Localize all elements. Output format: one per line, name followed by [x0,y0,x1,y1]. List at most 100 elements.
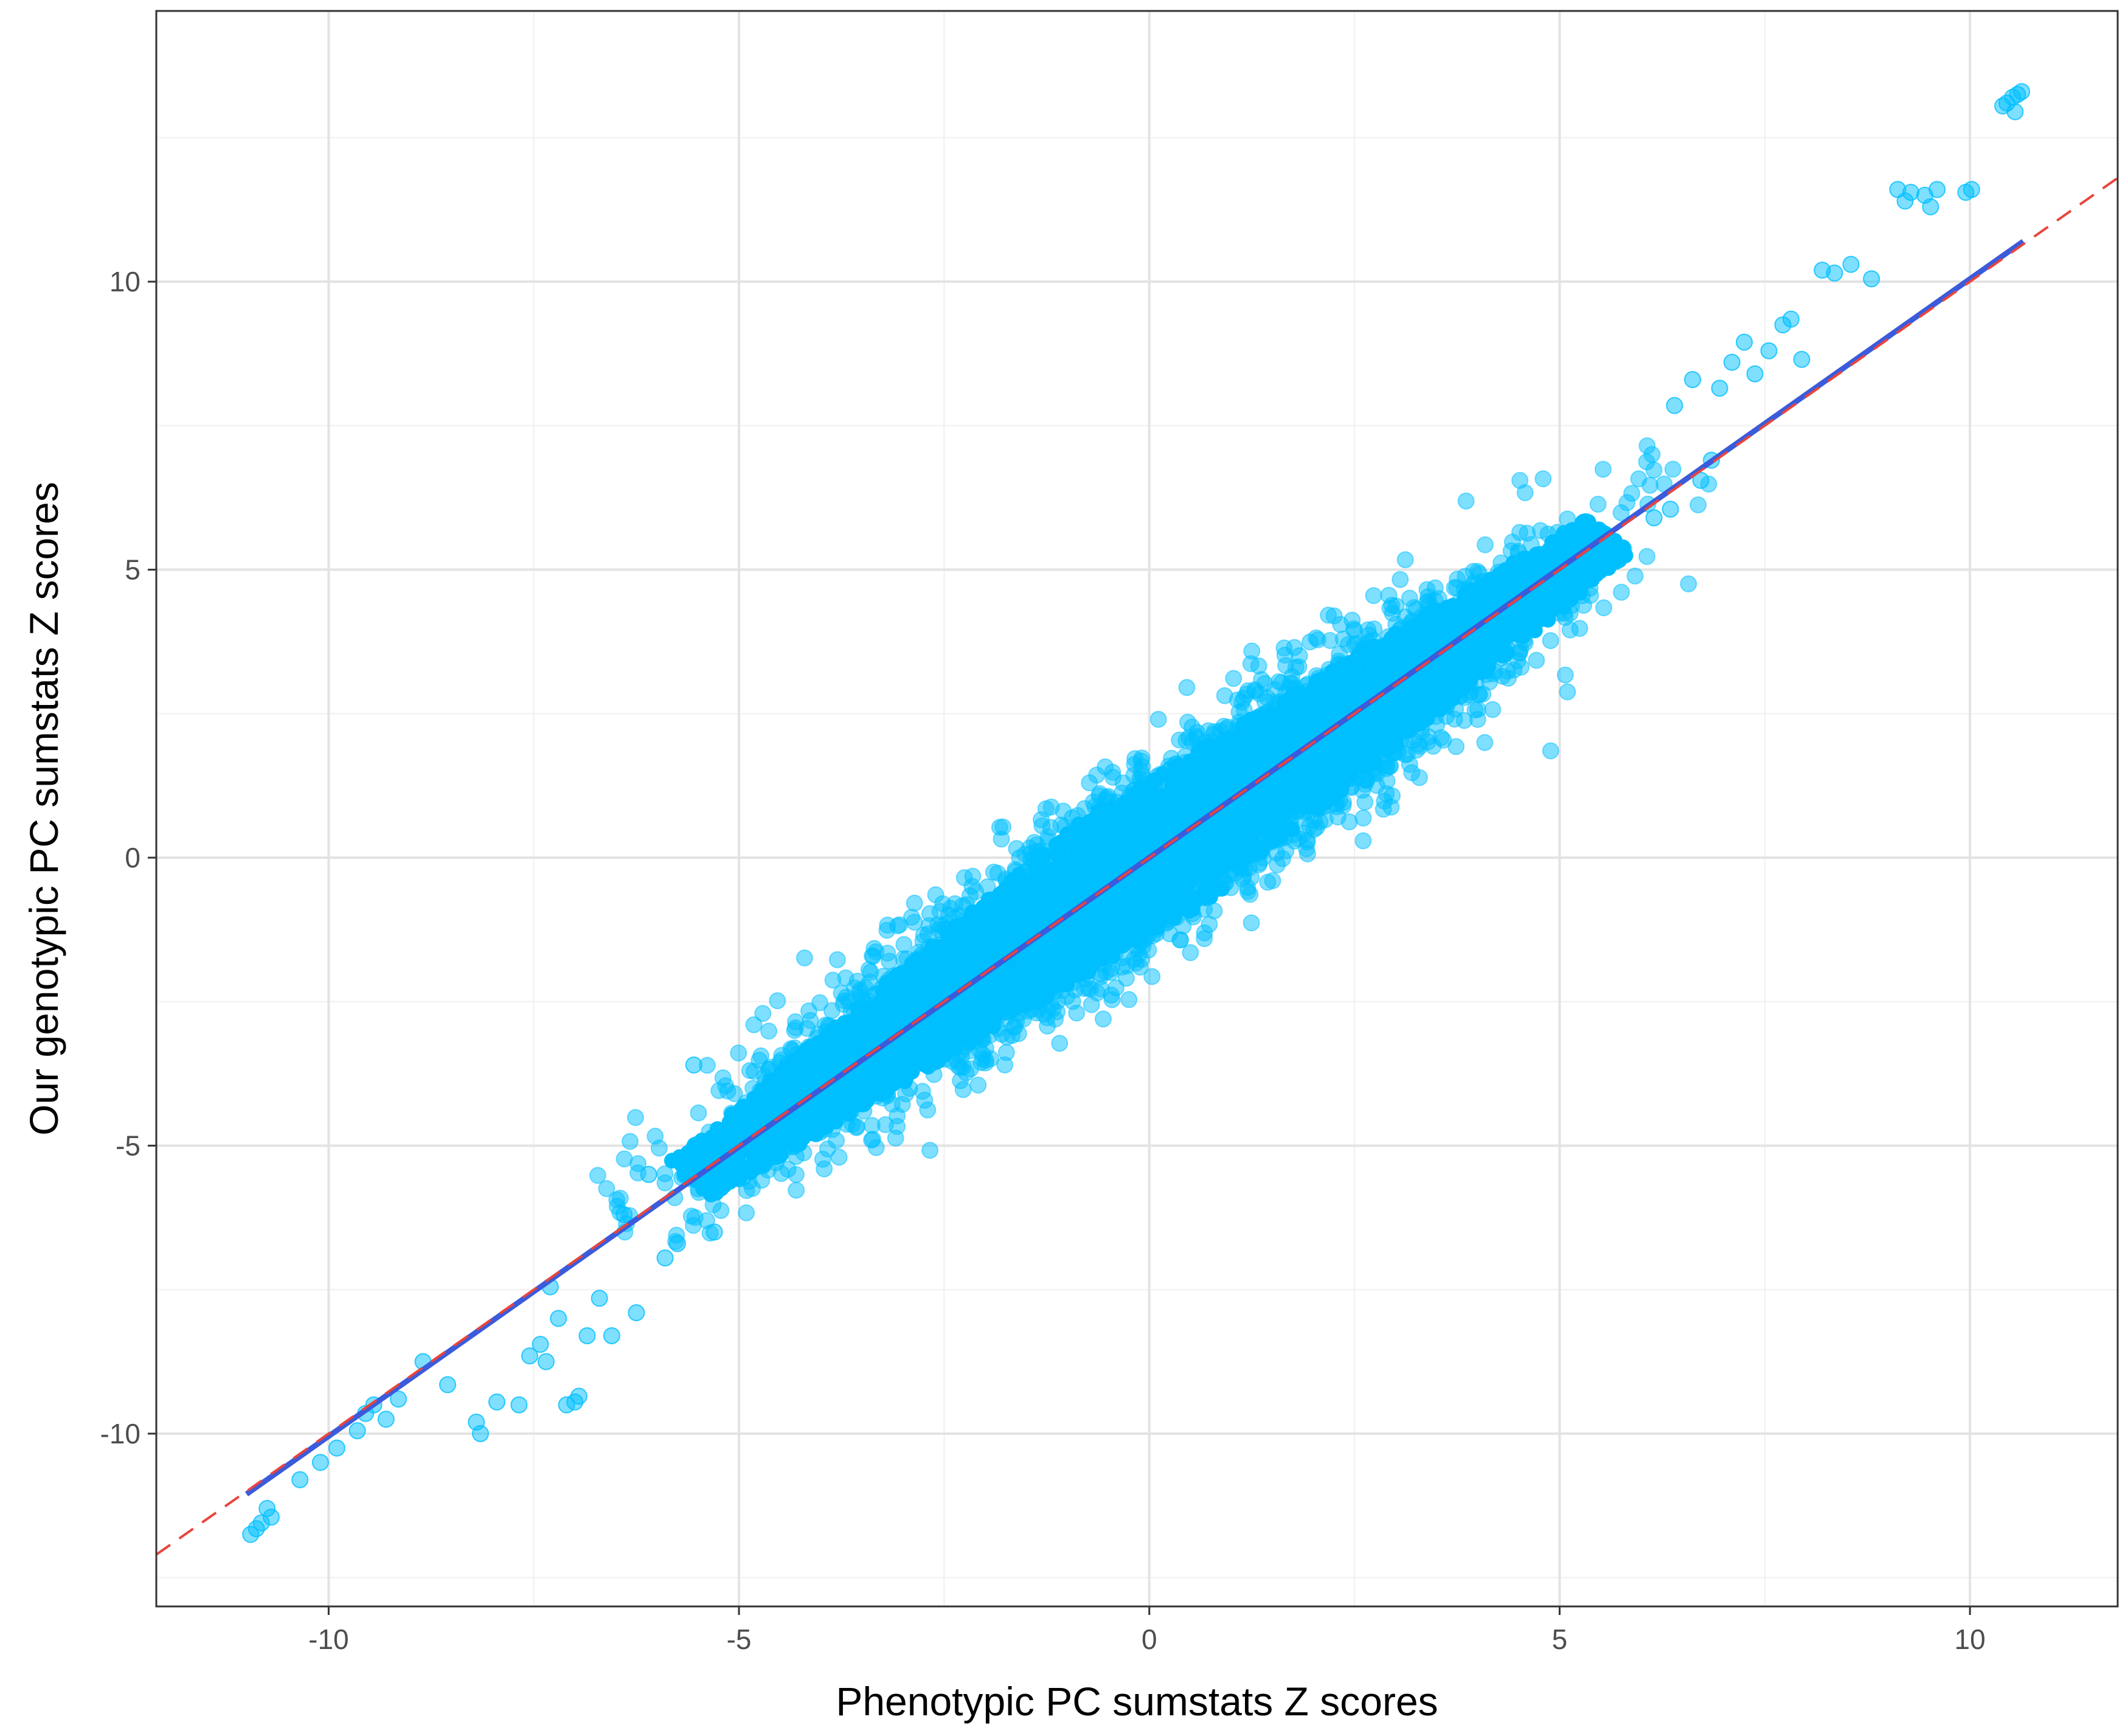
scatter-point [927,886,944,903]
scatter-point [879,945,896,962]
scatter-point [646,1127,664,1145]
scatter-point [993,830,1010,848]
scatter-point [1033,811,1050,828]
scatter-point [1051,1035,1069,1052]
scatter-point [1242,914,1260,932]
scatter-point [686,1209,704,1226]
scatter-point [1133,749,1151,767]
scatter-point [919,1101,937,1119]
scatter-point [611,1189,629,1207]
plot-panel [155,10,2119,1608]
scatter-point [1103,991,1121,1009]
scatter-point [1225,670,1242,687]
scatter-point [864,948,882,965]
scatter-point [1613,583,1630,601]
scatter-point [1516,484,1534,501]
scatter-point [906,914,923,931]
scatter-point [1690,496,1707,513]
scatter-point [1589,496,1607,513]
scatter-point [1626,568,1644,585]
scatter-point [889,1117,906,1135]
scatter-point [1457,492,1475,510]
scatter-point [940,906,957,924]
scatter-point [690,1104,707,1122]
scatter-point [1149,710,1167,728]
scatter-point [1143,968,1161,985]
scatter-point [1623,485,1640,502]
scatter-point [1097,963,1115,981]
scatter-point [1246,681,1264,698]
scatter-point [1354,832,1372,850]
scatter-point [795,949,813,967]
scatter-point [615,1150,633,1168]
scatter-point [1396,551,1414,569]
scatter-point [589,1167,606,1184]
scatter-point [895,936,913,953]
scatter-point [754,1005,772,1023]
scatter-point [1571,620,1589,637]
dense-point-cloud [589,437,1717,1251]
scatter-point [622,1133,639,1150]
scatter-point [1382,798,1400,816]
scatter-point [1322,632,1339,649]
scatter-point [1638,547,1655,565]
scatter-point [1595,599,1612,617]
scatter-point [712,1202,730,1220]
scatter-point [1120,991,1138,1009]
scatter-point [1264,872,1281,889]
scatter-point [1528,651,1545,669]
scatter-point [828,951,846,968]
scatter-point [788,1181,805,1199]
scatter-point [1301,818,1319,835]
scatter-point [1114,774,1132,792]
scatter-point [1643,446,1661,464]
scatter-point [1182,944,1199,962]
scatter-point [745,1016,763,1033]
scatter-point [1612,504,1630,521]
scatter-point [1594,460,1612,478]
scatter-point [1403,764,1421,782]
scatter-point [1332,616,1350,633]
scatter-point [1435,731,1452,749]
scatter-point [1484,701,1502,718]
scatter-point [1243,642,1261,660]
scatter-point [779,1161,797,1178]
scatter-point [1499,662,1516,680]
scatter-point [1095,1010,1112,1028]
scatter-point [1477,536,1494,554]
scatter-point [717,1077,735,1094]
scatter-point [730,1044,747,1062]
scatter-point [867,1139,885,1156]
scatter-point [893,1095,911,1113]
scatter-point [769,992,786,1010]
scatter-point [1047,1010,1064,1028]
scatter-point [1114,958,1131,976]
scatter-point [1178,679,1196,696]
scatter-point [954,1081,972,1099]
scatter-point [819,1140,836,1158]
scatter-point [921,1142,939,1159]
scatter-point [1365,587,1382,605]
scatter-point [1503,533,1521,551]
scatter-point [811,994,828,1012]
scatter-point [1291,647,1308,664]
scatter-point [985,863,1002,881]
scatter-point [996,1056,1014,1074]
scatter-point [961,887,979,904]
scatter-point [1239,879,1256,896]
scatter-point [906,894,923,912]
scatter-point [1083,996,1100,1013]
scatter-point [738,1204,755,1221]
scatter-point [598,1180,615,1198]
scatter-point [1476,734,1494,751]
scatter-point [627,1109,644,1127]
scatter-point [1205,902,1223,920]
scatter-point [1534,470,1552,488]
scatter-point [1171,931,1189,949]
scatter-point [889,917,906,935]
scatter-point [1346,622,1364,639]
scatter-point [1392,571,1409,588]
scatter-point [1081,774,1098,791]
scatter-point [1630,470,1648,488]
